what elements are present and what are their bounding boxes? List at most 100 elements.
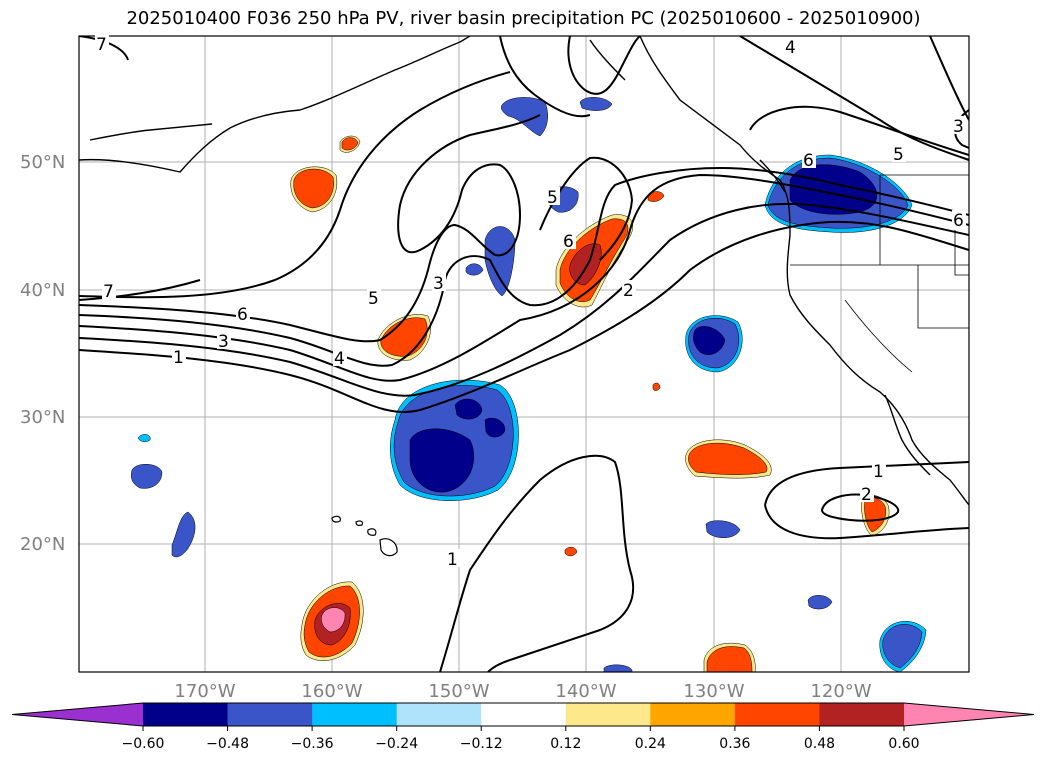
- contour-label: 6: [563, 232, 574, 252]
- colorbar-segment: [481, 703, 567, 726]
- colorbar-segment: [227, 703, 313, 726]
- contour-label: 7: [103, 282, 114, 302]
- contour-label: 2: [623, 281, 634, 301]
- contour-label: 1: [447, 550, 458, 570]
- precip-area-negative: [409, 428, 475, 493]
- precip-area-positive: [564, 547, 578, 557]
- lon-label-120w: 120°W: [810, 681, 871, 702]
- contour-label: 6: [237, 305, 248, 325]
- coastlines: [79, 36, 969, 506]
- pv-contour: [749, 105, 969, 156]
- colorbar-segment: [143, 703, 229, 726]
- baja-coast: [884, 394, 931, 476]
- hawaii-islands: [331, 515, 398, 557]
- canada-coast: [639, 36, 969, 506]
- colorbar-segment: [312, 703, 398, 726]
- colorbar-segment: [734, 703, 820, 726]
- precip-area-positive: [321, 607, 346, 633]
- colorbar-extend-max: [904, 703, 1034, 726]
- colorbar-segment: [565, 703, 651, 726]
- island: [589, 39, 626, 81]
- precip-area-negative: [693, 326, 726, 355]
- contour-label: 6: [953, 211, 964, 231]
- pv-contour: [499, 36, 591, 118]
- pv-contour: [79, 173, 969, 382]
- lat-label-50n: 50°N: [20, 152, 65, 173]
- map-title: 2025010400 F036 250 hPa PV, river basin …: [126, 8, 921, 29]
- precip-area-negative: [137, 434, 151, 442]
- pv-contour: [764, 461, 969, 506]
- colorbar-tick-label: −0.60: [122, 736, 165, 752]
- lon-label-140w: 140°W: [555, 681, 616, 702]
- contour-label: 3: [433, 274, 444, 294]
- contour-label: 1: [173, 348, 184, 368]
- contour-label: 5: [547, 188, 558, 208]
- precip-area-positive: [293, 168, 334, 209]
- contour-label: 4: [785, 38, 796, 58]
- pv-contour: [79, 279, 201, 301]
- contour-label: 3: [218, 332, 229, 352]
- colorbar-tick-label: −0.48: [206, 736, 249, 752]
- pv-contour: [79, 36, 129, 61]
- colorbar-tick-label: −0.12: [460, 736, 503, 752]
- pv-contour: [79, 114, 541, 343]
- island: [759, 159, 786, 193]
- contour-label: 7: [96, 35, 107, 55]
- colorbar-tick-label: 0.60: [888, 736, 919, 752]
- colorbar-tick-label: −0.36: [291, 736, 334, 752]
- contour-label: 1: [873, 462, 884, 482]
- state-borders: [790, 174, 969, 373]
- pv-contour: [739, 36, 969, 161]
- colorbar-tick-label: 0.12: [550, 736, 581, 752]
- precip-area-negative: [705, 520, 741, 538]
- pv-contour: [439, 454, 635, 672]
- pv-contour: [79, 202, 969, 397]
- precip-area-positive: [688, 442, 768, 475]
- contour-label: 3: [953, 117, 964, 137]
- lat-label-40n: 40°N: [20, 280, 65, 301]
- colorbar-tick-label: 0.48: [804, 736, 835, 752]
- precip-area-positive: [341, 137, 359, 151]
- precip-area-negative: [171, 511, 196, 558]
- contour-labels: 7 6 5 4 3 2 1 7 6 5 4 3 2 1 1 6 5 3 6: [95, 34, 966, 570]
- colorbar-tick-label: 0.24: [635, 736, 666, 752]
- latitude-labels: 50°N 40°N 30°N 20°N: [20, 152, 65, 555]
- precip-area-negative: [579, 97, 613, 111]
- precip-area-positive: [652, 382, 661, 391]
- colorbar-segment: [396, 703, 482, 726]
- pv-contour: [764, 504, 969, 540]
- precip-area-positive: [706, 646, 753, 672]
- precip-area-negative: [501, 97, 548, 137]
- lat-label-30n: 30°N: [20, 407, 65, 428]
- lon-label-130w: 130°W: [683, 681, 744, 702]
- precip-area-negative: [465, 263, 484, 276]
- pv-contour: [79, 220, 969, 413]
- contour-label: 2: [861, 485, 872, 505]
- alaska-peninsula: [89, 123, 213, 141]
- precip-area-negative: [882, 624, 923, 669]
- map-frame: [78, 35, 970, 673]
- precip-area-negative: [454, 398, 483, 420]
- pv-contour: [79, 71, 511, 299]
- contour-label: 5: [368, 289, 379, 309]
- lon-label-160w: 160°W: [301, 681, 362, 702]
- colorbar-tick-label: 0.36: [719, 736, 750, 752]
- precip-area-negative: [789, 164, 878, 215]
- colorbar-extend-min: [12, 703, 143, 726]
- lon-label-150w: 150°W: [428, 681, 489, 702]
- contour-label: 4: [334, 349, 345, 369]
- pv-contours: [79, 36, 969, 672]
- colorbar-tick-label: −0.24: [375, 736, 418, 752]
- colorbar: −0.60 −0.48 −0.36 −0.24 −0.12 0.12 0.24 0.36 0.4…: [11, 702, 1035, 752]
- pv-contour: [79, 166, 969, 367]
- precip-shading: [131, 97, 927, 672]
- contour-label: 5: [893, 145, 904, 165]
- precip-area-negative: [807, 595, 833, 610]
- lon-label-170w: 170°W: [174, 681, 235, 702]
- precip-area-negative: [484, 226, 516, 297]
- precip-area-negative: [484, 417, 506, 438]
- alaska-coast: [79, 36, 471, 173]
- longitude-labels: 170°W 160°W 150°W 140°W 130°W 120°W: [174, 681, 871, 702]
- colorbar-segment: [819, 703, 905, 726]
